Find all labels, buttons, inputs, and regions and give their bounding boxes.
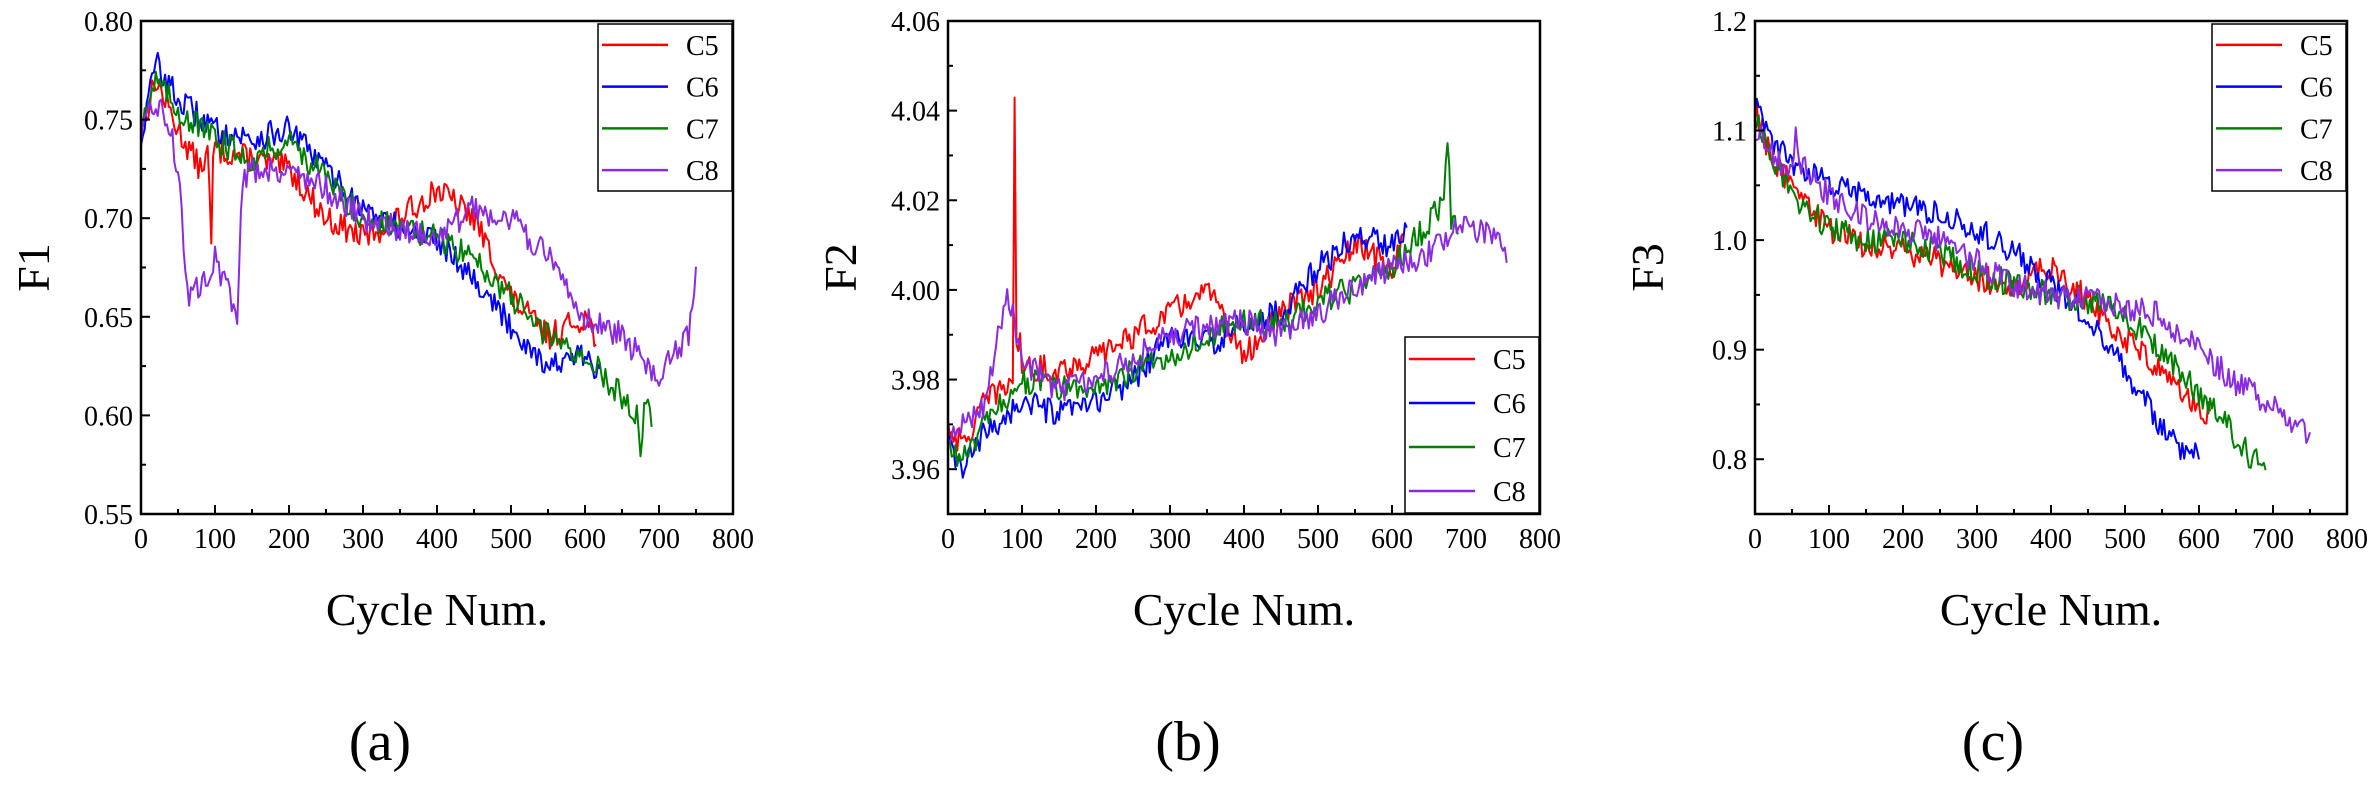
legend-label-c5: C5 bbox=[2300, 31, 2333, 62]
x-tick-label: 300 bbox=[1956, 524, 1998, 555]
legend-label-c6: C6 bbox=[2300, 73, 2333, 104]
y-axis-ticks: 0.55 0.60 0.65 0.70 0.75 0.80 bbox=[84, 7, 150, 531]
legend-box bbox=[1404, 336, 1540, 514]
y-tick-label: 0.75 bbox=[84, 106, 133, 137]
series-line-c5 bbox=[1755, 103, 2212, 425]
y-tick-label: 4.06 bbox=[891, 7, 940, 38]
legend-box bbox=[597, 23, 733, 192]
y-tick-label: 0.65 bbox=[84, 303, 133, 334]
x-tick-label: 400 bbox=[416, 524, 458, 555]
y-tick-label: 4.04 bbox=[891, 97, 940, 128]
legend-label-c5: C5 bbox=[1493, 345, 1526, 376]
y-axis-title: F1 bbox=[8, 243, 59, 292]
y-tick-label: 1.1 bbox=[1712, 117, 1747, 148]
y-tick-label: 0.80 bbox=[84, 7, 133, 38]
legend-label-c8: C8 bbox=[2300, 156, 2333, 187]
series-line-c7 bbox=[141, 70, 653, 458]
y-tick-label: 3.96 bbox=[891, 455, 940, 486]
x-tick-label: 500 bbox=[2104, 524, 2146, 555]
y-axis-title: F3 bbox=[1622, 243, 1673, 292]
y-tick-label: 0.55 bbox=[84, 500, 133, 531]
x-axis-title: Cycle Num. bbox=[326, 584, 548, 635]
y-tick-label: 3.98 bbox=[891, 366, 940, 397]
y-axis-ticks: 0.8 0.9 1.0 1.1 1.2 bbox=[1712, 7, 1764, 476]
series-line-c8 bbox=[1755, 125, 2311, 444]
x-tick-label: 100 bbox=[194, 524, 236, 555]
x-tick-label: 700 bbox=[638, 524, 680, 555]
y-tick-label: 0.8 bbox=[1712, 445, 1747, 476]
x-tick-label: 700 bbox=[2252, 524, 2294, 555]
y-tick-label: 4.00 bbox=[891, 276, 940, 307]
series-line-c6 bbox=[1755, 97, 2200, 461]
legend: C5 C6 C7 C8 bbox=[597, 23, 733, 192]
x-tick-label: 500 bbox=[490, 524, 532, 555]
series-line-c8 bbox=[948, 215, 1508, 444]
panel-caption: (a) bbox=[349, 711, 411, 773]
chart-panel-1: 0 100 200 300 400 500 600 700 800 0.55 0.60 0.65 0.7… bbox=[8, 7, 754, 773]
legend-label-c6: C6 bbox=[1493, 389, 1526, 420]
legend: C5 C6 C7 C8 bbox=[2211, 23, 2347, 192]
x-tick-label: 300 bbox=[342, 524, 384, 555]
x-tick-label: 200 bbox=[1075, 524, 1117, 555]
legend-label-c5: C5 bbox=[686, 31, 719, 62]
x-tick-label: 200 bbox=[268, 524, 310, 555]
x-tick-label: 600 bbox=[1371, 524, 1413, 555]
x-tick-label: 0 bbox=[134, 524, 148, 555]
x-tick-label: 0 bbox=[941, 524, 955, 555]
x-axis-ticks: 0 100 200 300 400 500 600 700 800 bbox=[1748, 505, 2368, 555]
x-tick-label: 800 bbox=[2326, 524, 2368, 555]
x-tick-label: 600 bbox=[2178, 524, 2220, 555]
x-axis-ticks: 0 100 200 300 400 500 600 700 800 bbox=[134, 505, 754, 555]
x-tick-label: 400 bbox=[1223, 524, 1265, 555]
legend-label-c7: C7 bbox=[1493, 433, 1526, 464]
x-axis-title: Cycle Num. bbox=[1940, 584, 2162, 635]
series-line-c7 bbox=[1755, 114, 2267, 471]
y-axis-title: F2 bbox=[815, 243, 866, 292]
legend: C5 C6 C7 C8 bbox=[1404, 336, 1540, 514]
legend-label-c7: C7 bbox=[686, 114, 719, 145]
x-tick-label: 100 bbox=[1808, 524, 1850, 555]
y-tick-label: 1.2 bbox=[1712, 7, 1747, 38]
legend-label-c6: C6 bbox=[686, 73, 719, 104]
chart-panel-3: 0 100 200 300 400 500 600 700 800 0.8 0.9 1.0 1.1 1.2… bbox=[1622, 7, 2368, 773]
x-tick-label: 800 bbox=[712, 524, 754, 555]
y-tick-label: 0.60 bbox=[84, 401, 133, 432]
series-group bbox=[141, 51, 697, 458]
x-tick-label: 400 bbox=[2030, 524, 2072, 555]
x-axis-title: Cycle Num. bbox=[1133, 584, 1355, 635]
series-group bbox=[948, 96, 1508, 479]
legend-box bbox=[2211, 23, 2347, 192]
x-tick-label: 800 bbox=[1519, 524, 1561, 555]
y-tick-label: 1.0 bbox=[1712, 226, 1747, 257]
x-tick-label: 300 bbox=[1149, 524, 1191, 555]
panel-caption: (c) bbox=[1962, 711, 2024, 773]
chart-panel-2: 0 100 200 300 400 500 600 700 800 3.96 3.98 4.00 4.0… bbox=[815, 7, 1561, 773]
x-tick-label: 700 bbox=[1445, 524, 1487, 555]
series-line-c6 bbox=[141, 51, 601, 380]
y-tick-label: 4.02 bbox=[891, 186, 940, 217]
x-tick-label: 600 bbox=[564, 524, 606, 555]
legend-label-c8: C8 bbox=[1493, 477, 1526, 508]
y-tick-label: 0.9 bbox=[1712, 336, 1747, 367]
legend-label-c8: C8 bbox=[686, 156, 719, 187]
x-tick-label: 100 bbox=[1001, 524, 1043, 555]
x-tick-label: 200 bbox=[1882, 524, 1924, 555]
series-line-c6 bbox=[948, 222, 1408, 479]
x-axis-ticks: 0 100 200 300 400 500 600 700 800 bbox=[941, 505, 1561, 555]
series-group bbox=[1755, 97, 2311, 471]
y-axis-ticks: 3.96 3.98 4.00 4.02 4.04 4.06 bbox=[891, 7, 957, 486]
y-tick-label: 0.70 bbox=[84, 204, 133, 235]
series-line-c8 bbox=[141, 98, 697, 387]
panel-caption: (b) bbox=[1155, 711, 1220, 773]
x-tick-label: 500 bbox=[1297, 524, 1339, 555]
legend-label-c7: C7 bbox=[2300, 114, 2333, 145]
x-tick-label: 0 bbox=[1748, 524, 1762, 555]
